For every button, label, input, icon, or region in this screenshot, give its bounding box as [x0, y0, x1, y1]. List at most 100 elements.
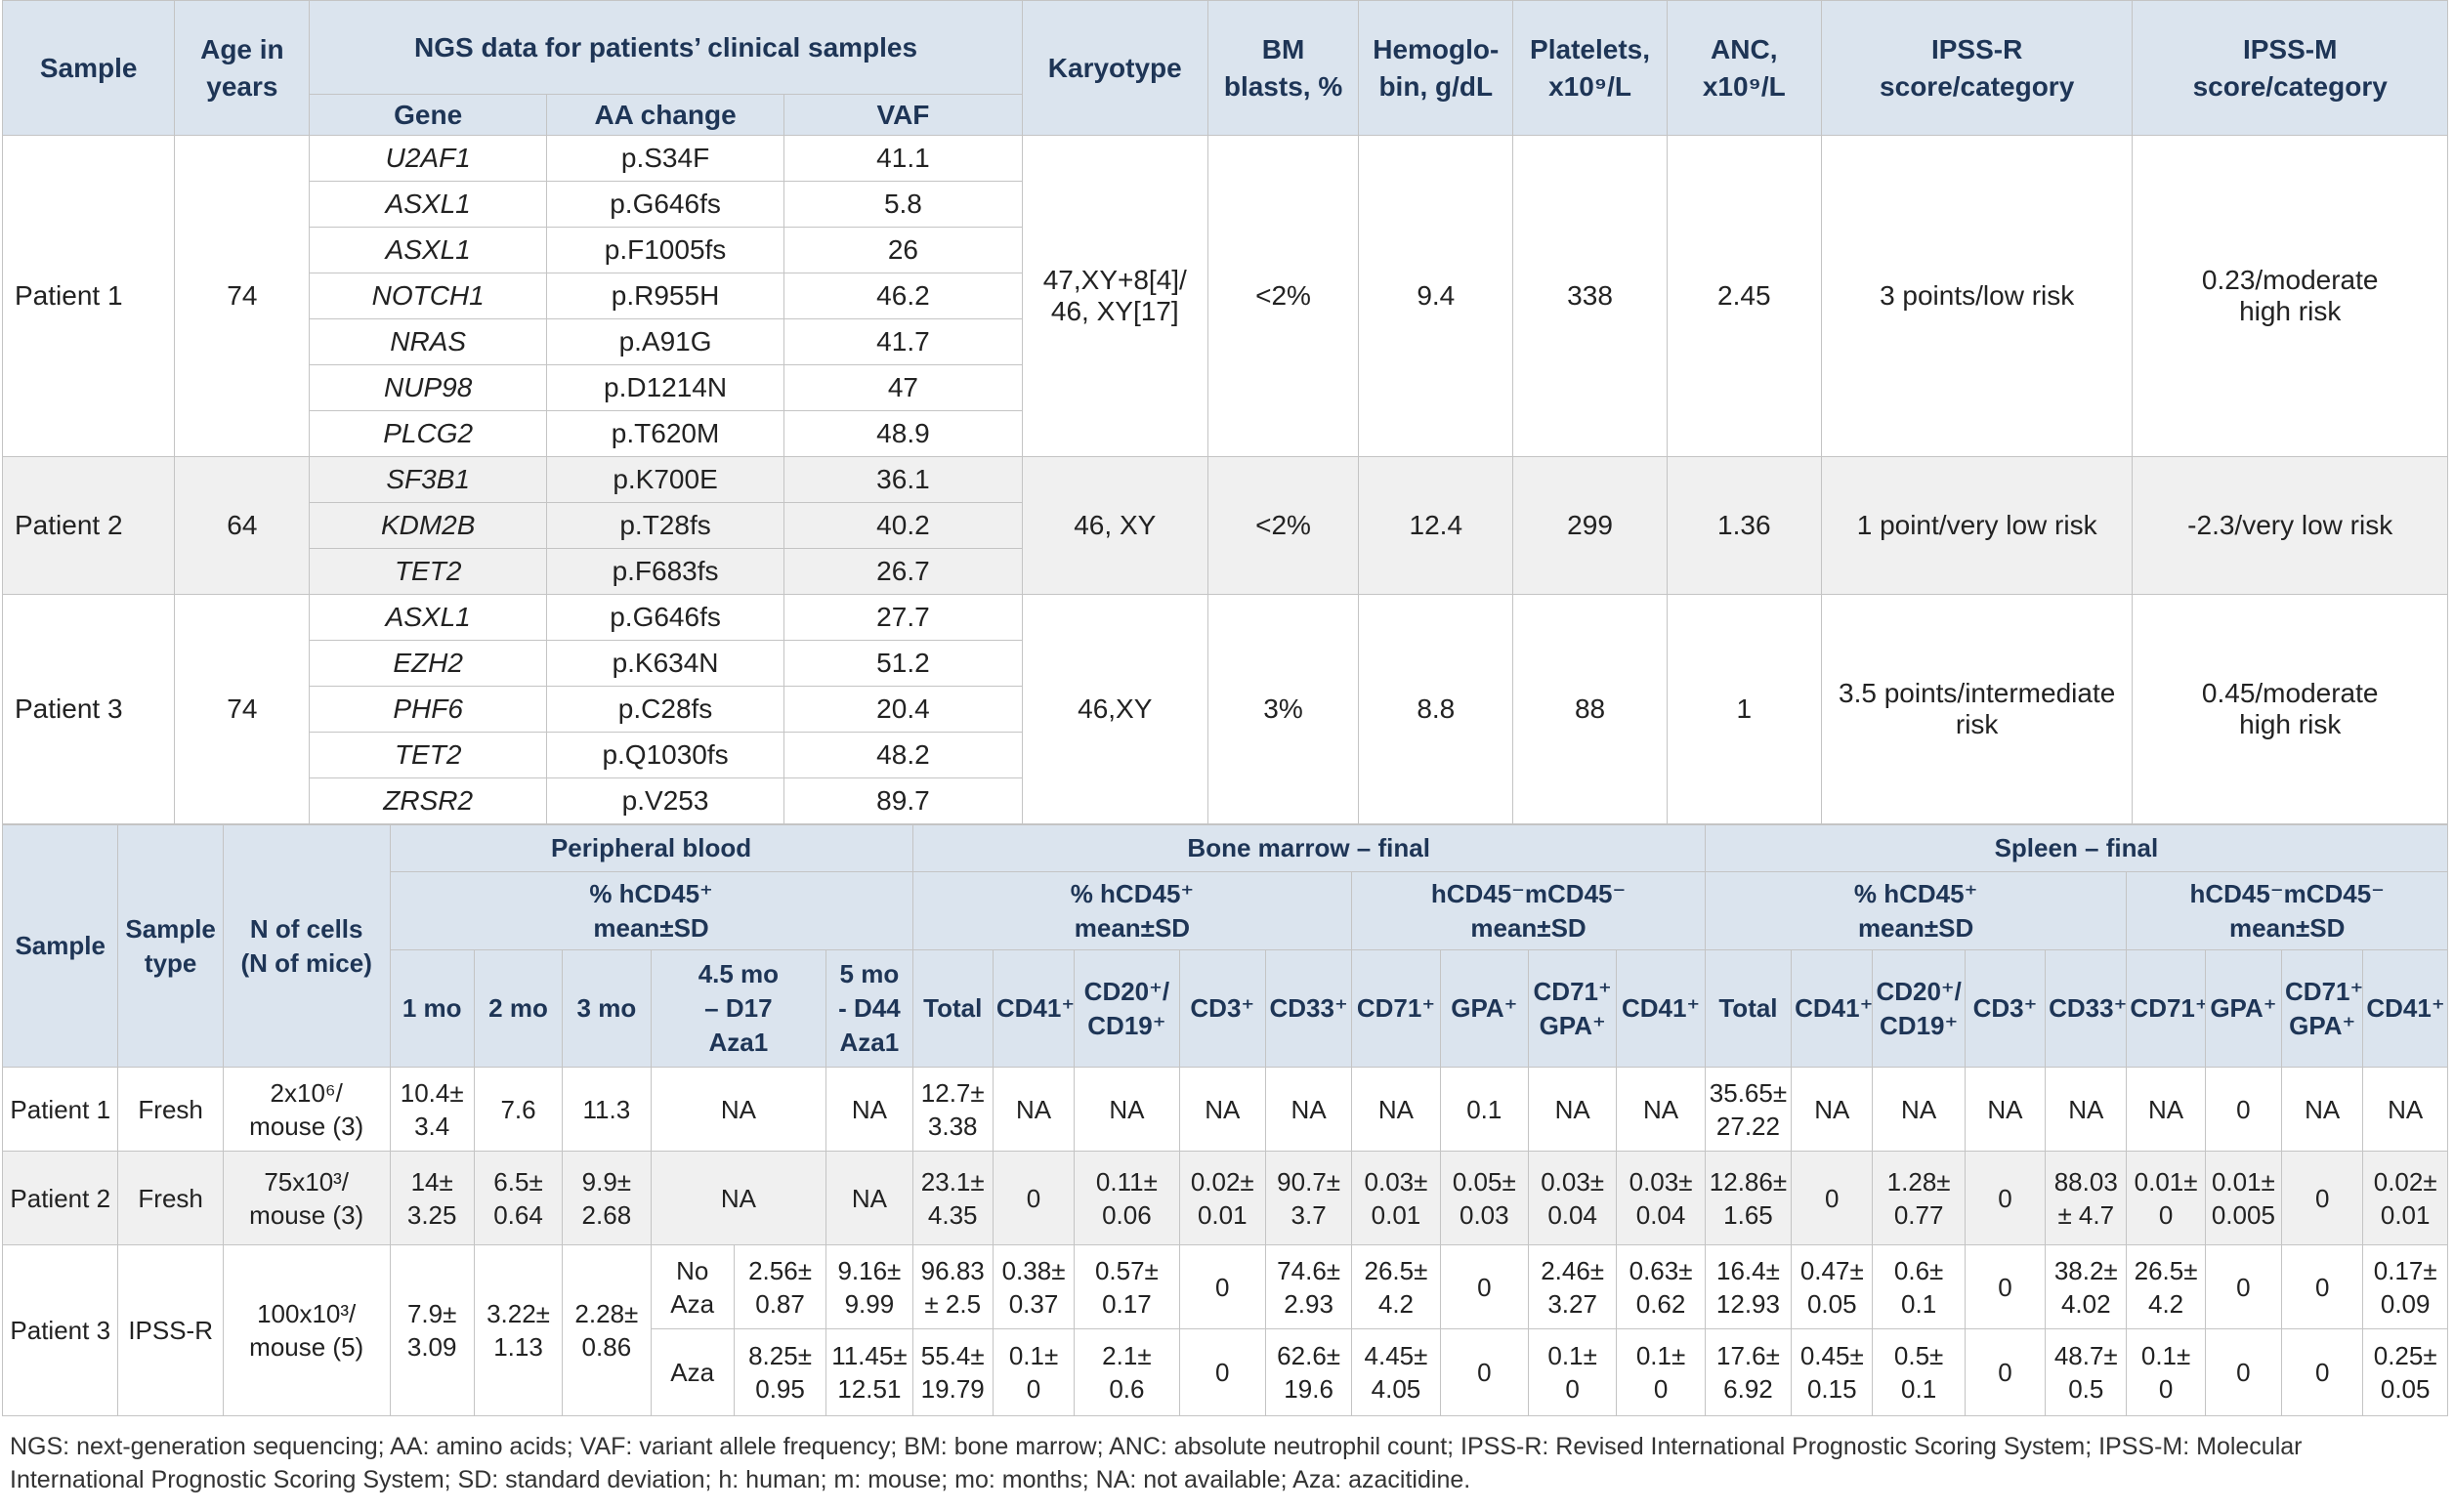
- bm-value: 0.57± 0.17: [1074, 1244, 1180, 1329]
- aa-change: p.K634N: [545, 640, 785, 687]
- gene: PHF6: [309, 686, 547, 733]
- bm-blasts: <2%: [1206, 456, 1360, 595]
- vaf: 46.2: [783, 273, 1023, 319]
- bm-value: 0: [1178, 1328, 1266, 1416]
- spleen-value: 0: [1964, 1244, 2047, 1329]
- vaf: 47: [783, 364, 1023, 411]
- spleen-value: 0: [2281, 1328, 2364, 1416]
- bm-blasts: 3%: [1206, 594, 1360, 824]
- vaf: 26.7: [783, 548, 1023, 595]
- gene: TET2: [309, 732, 547, 778]
- platelets: 88: [1512, 594, 1668, 824]
- column-header: 4.5 mo – D17 Aza1: [650, 949, 827, 1068]
- gene: NUP98: [309, 364, 547, 411]
- column-header: CD71⁺: [2126, 949, 2206, 1068]
- spleen-value: NA: [1964, 1067, 2047, 1152]
- bm-value: NA: [1527, 1067, 1618, 1152]
- bm-value: 2.46± 3.27: [1527, 1244, 1618, 1329]
- karyotype: 47,XY+8[4]/ 46, XY[17]: [1021, 135, 1208, 457]
- spleen-value: 0.01± 0.005: [2204, 1151, 2283, 1245]
- row: Patient 1 Fresh 2x10⁶/ mouse (3) 10.4± 3.4 7…: [1, 1067, 2448, 1152]
- arm-label: Aza: [650, 1328, 735, 1416]
- column-header: CD20⁺/ CD19⁺: [1074, 949, 1180, 1068]
- pb-value: NA: [650, 1151, 827, 1245]
- anc: 1.36: [1666, 456, 1822, 595]
- pb-value: 3.22± 1.13: [473, 1244, 564, 1416]
- column-header: CD33⁺: [1264, 949, 1353, 1068]
- bm-value: NA: [992, 1067, 1076, 1152]
- ipss-m: 0.23/moderate high risk: [2132, 135, 2448, 457]
- n-cells: 2x10⁶/ mouse (3): [222, 1067, 391, 1152]
- pb-value: 2.56± 0.87: [733, 1244, 827, 1329]
- pb-value: 11.3: [562, 1067, 652, 1152]
- gene: TET2: [309, 548, 547, 595]
- vaf: 40.2: [783, 502, 1023, 549]
- bm-value: 26.5± 4.2: [1351, 1244, 1441, 1329]
- arm-label: No Aza: [650, 1244, 735, 1329]
- column-header: 1 mo: [389, 949, 475, 1068]
- pb-value: NA: [825, 1151, 913, 1245]
- sample: Patient 1: [1, 135, 176, 457]
- gene: ASXL1: [309, 594, 547, 641]
- bm-value: 0.1± 0: [992, 1328, 1076, 1416]
- spleen-value: 0: [2204, 1067, 2283, 1152]
- row: 1 mo 2 mo 3 mo 4.5 mo – D17 Aza1 5 mo - D44 …: [3, 949, 2448, 1068]
- platelets: 338: [1512, 135, 1668, 457]
- gene: SF3B1: [309, 456, 547, 503]
- bm-value: 0.03± 0.01: [1351, 1151, 1441, 1245]
- spleen-value: 0.47± 0.05: [1791, 1244, 1874, 1329]
- pb-value: 10.4± 3.4: [389, 1067, 475, 1152]
- pb-value: NA: [650, 1067, 827, 1152]
- age: 74: [174, 135, 311, 457]
- row: % hCD45⁺ mean±SD% hCD45⁺ mean±SD hCD45⁻mC…: [3, 871, 2448, 950]
- gene: ASXL1: [309, 227, 547, 273]
- bm-value: 12.7± 3.38: [911, 1067, 994, 1152]
- bm-value: 0: [1439, 1244, 1529, 1329]
- row: Sample Age in years NGS data for patients’…: [1, 0, 2448, 136]
- column-header: Karyotype: [1021, 0, 1208, 136]
- spleen-value: 0.6± 0.1: [1872, 1244, 1966, 1329]
- vaf: 36.1: [783, 456, 1023, 503]
- row: NRAS p.A91G 41.7: [3, 318, 2448, 365]
- ipss-r: 3 points/low risk: [1820, 135, 2134, 457]
- spleen-value: 0.5± 0.1: [1872, 1328, 1966, 1416]
- vaf: 41.7: [783, 318, 1023, 365]
- spleen-value: 0: [2204, 1244, 2283, 1329]
- column-header: CD71⁺: [1351, 949, 1441, 1068]
- aa-change: p.R955H: [545, 273, 785, 319]
- n-cells: 100x10³/ mouse (5): [222, 1244, 391, 1416]
- column-header: Total: [911, 949, 994, 1068]
- column-header: Platelets, x10⁹/L: [1512, 0, 1668, 136]
- gene: KDM2B: [309, 502, 547, 549]
- karyotype: 46, XY: [1021, 456, 1208, 595]
- hemoglobin: 12.4: [1358, 456, 1514, 595]
- row: Patient 1 74 U2AF1 p.S34F 41.1 47,XY+8[4]/ 46…: [1, 135, 2448, 457]
- subgroup-header: % hCD45⁺ mean±SD: [1704, 871, 2128, 950]
- bm-value: 0.05± 0.03: [1439, 1151, 1529, 1245]
- aa-change: p.G646fs: [545, 594, 785, 641]
- spleen-value: NA: [2281, 1067, 2364, 1152]
- pb-value: 6.5± 0.64: [473, 1151, 564, 1245]
- row: EZH2 p.K634N 51.2: [3, 640, 2448, 687]
- column-header: CD3⁺: [1964, 949, 2047, 1068]
- column-header: IPSS-R score/category: [1820, 0, 2134, 136]
- bm-value: 0.1: [1439, 1067, 1529, 1152]
- bm-value: 0.03± 0.04: [1527, 1151, 1618, 1245]
- vaf: 5.8: [783, 181, 1023, 228]
- bm-value: NA: [1616, 1067, 1706, 1152]
- bm-value: 0.63± 0.62: [1616, 1244, 1706, 1329]
- bm-value: 4.45± 4.05: [1351, 1328, 1441, 1416]
- sample: Patient 3: [1, 594, 176, 824]
- spleen-value: 0: [2204, 1328, 2283, 1416]
- sample: Patient 2: [1, 1151, 119, 1245]
- aa-change: p.F683fs: [545, 548, 785, 595]
- pb-value: 8.25± 0.95: [733, 1328, 827, 1416]
- column-header: N of cells (N of mice): [222, 824, 391, 1068]
- vaf: 89.7: [783, 777, 1023, 824]
- column-header: GPA⁺: [1439, 949, 1529, 1068]
- pb-value: 9.16± 9.99: [825, 1244, 913, 1329]
- sample-type: IPSS-R: [117, 1244, 224, 1416]
- ipss-r: 1 point/very low risk: [1820, 456, 2134, 595]
- gene: NOTCH1: [309, 273, 547, 319]
- spleen-value: 0: [1791, 1151, 1874, 1245]
